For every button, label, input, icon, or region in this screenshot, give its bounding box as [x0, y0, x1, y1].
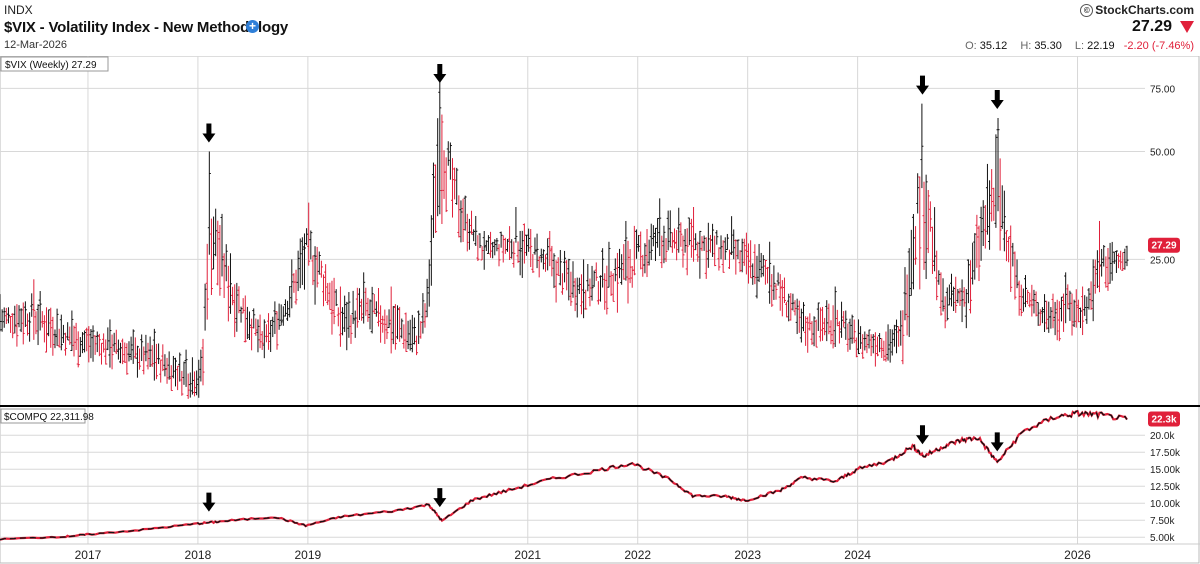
x-tick-label: 2024	[844, 548, 871, 562]
compq-y-tick-label: 17.50k	[1150, 448, 1181, 459]
compq-y-tick-label: 5.00k	[1150, 533, 1175, 544]
chart-title: $VIX - Volatility Index - New Methodolog…	[4, 19, 289, 36]
compq-y-tick-label: 15.00k	[1150, 465, 1181, 476]
compq-legend-label: $COMPQ 22,311.98	[4, 412, 94, 423]
x-tick-label: 2019	[295, 548, 322, 562]
compq-last-badge	[1148, 411, 1180, 427]
high-label: H:	[1020, 40, 1032, 52]
down-arrow-icon	[990, 432, 1004, 452]
x-tick-label: 2022	[624, 548, 651, 562]
chart-frame	[0, 56, 1200, 564]
high-value: 35.30	[1034, 40, 1062, 52]
vix-legend-label: $VIX (Weekly) 27.29	[5, 60, 97, 71]
compq-legend-box	[0, 408, 86, 424]
compq-line	[0, 410, 1128, 541]
x-tick-label: 2023	[734, 548, 761, 562]
compq-y-tick-label: 12.50k	[1150, 482, 1181, 493]
down-arrow-icon	[433, 488, 447, 508]
vix-legend-box	[0, 56, 109, 72]
low-value: 22.19	[1087, 40, 1115, 52]
compq-y-tick-label: 10.00k	[1150, 499, 1181, 510]
exchange-label: INDX	[4, 3, 33, 17]
copyright-icon: ©	[1080, 4, 1094, 17]
price-chart[interactable]: 2017 2018 2019 2021 2022 2023 2024 2026 25.00 50.…	[0, 56, 1200, 564]
down-arrow-icon	[202, 492, 216, 512]
brand-name: StockCharts.com	[1095, 3, 1194, 17]
last-price: 27.29	[1131, 18, 1172, 35]
down-arrow-icon	[990, 90, 1004, 110]
compq-last-badge-label: 22.3k	[1151, 414, 1176, 425]
vix-y-tick-label: 75.00	[1150, 84, 1175, 95]
compq-y-tick-label: 20.0k	[1150, 431, 1175, 442]
down-triangle-icon	[1180, 21, 1194, 33]
open-label: O:	[965, 40, 977, 52]
chart-date: 12-Mar-2026	[4, 39, 67, 51]
x-tick-label: 2026	[1064, 548, 1091, 562]
down-arrow-icon	[915, 75, 929, 95]
add-plus-icon[interactable]: +	[246, 20, 259, 33]
down-arrow-icon	[433, 64, 447, 83]
vix-last-badge-label: 27.29	[1151, 241, 1176, 252]
change-value: -2.20 (-7.46%)	[1123, 40, 1194, 52]
open-value: 35.12	[979, 40, 1008, 52]
brand-logo[interactable]: © StockCharts.com	[1080, 3, 1194, 17]
down-arrow-icon	[202, 123, 216, 143]
vix-y-tick-label: 25.00	[1150, 255, 1175, 266]
x-tick-label: 2021	[514, 548, 541, 562]
down-arrow-icon	[915, 425, 929, 445]
chart-header: INDX $VIX - Volatility Index - New Metho…	[0, 0, 1200, 56]
low-label: L:	[1074, 40, 1085, 52]
ohlc-readout: O: 35.12 H: 35.30 L: 22.19 -2.20 (-7.46%)	[955, 40, 1194, 52]
vix-y-tick-label: 50.00	[1150, 147, 1175, 158]
x-tick-label: 2017	[75, 548, 102, 562]
vix-last-badge	[1148, 237, 1180, 253]
compq-y-tick-label: 7.50k	[1150, 516, 1175, 527]
x-tick-label: 2018	[185, 548, 212, 562]
